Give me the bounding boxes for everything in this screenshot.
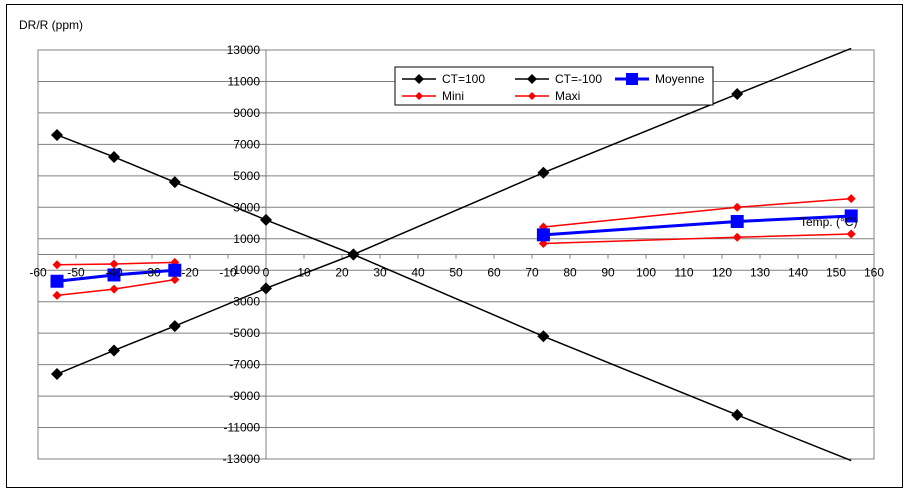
data-point	[536, 228, 550, 242]
x-tick-label: 140	[788, 266, 808, 280]
x-tick-label: 130	[750, 266, 770, 280]
legend-box	[394, 66, 714, 106]
legend-label: CT=100	[442, 72, 485, 86]
x-tick-label: 150	[826, 266, 846, 280]
x-tick-label: 120	[712, 266, 732, 280]
data-point	[731, 408, 744, 421]
y-tick-label: -1000	[229, 263, 260, 277]
data-point	[260, 282, 272, 295]
data-point	[51, 368, 63, 381]
series-line	[56, 47, 852, 375]
y-tick-label: -9000	[229, 389, 260, 403]
x-tick-label: 10	[297, 266, 311, 280]
x-tick-label: -50	[67, 266, 85, 280]
x-tick-label: 40	[411, 266, 425, 280]
legend-marker	[414, 74, 424, 84]
x-tick-label: 50	[449, 266, 463, 280]
data-point	[168, 263, 182, 277]
x-tick-label: -30	[143, 266, 161, 280]
y-tick-label: 7000	[233, 137, 260, 151]
legend-label: Mini	[442, 89, 464, 103]
y-tick-label: 1000	[233, 232, 260, 246]
data-point	[732, 202, 742, 212]
legend-item: CT=100	[402, 72, 485, 86]
x-tick-label: 80	[563, 266, 577, 280]
x-tick-label: 160	[864, 266, 884, 280]
data-point	[168, 320, 181, 333]
x-tick-label: 60	[487, 266, 501, 280]
data-point	[846, 194, 856, 204]
series-line	[56, 134, 852, 462]
data-point	[52, 260, 62, 270]
legend-item: CT=-100	[515, 72, 602, 86]
y-tick-label: -3000	[229, 295, 260, 309]
data-point	[107, 268, 121, 282]
data-point	[846, 229, 856, 239]
data-point	[347, 248, 360, 261]
x-axis-label: Temp. (°C)	[800, 215, 857, 229]
data-point	[170, 275, 180, 285]
y-tick-label: 9000	[233, 106, 260, 120]
y-tick-label: -13000	[223, 452, 261, 466]
data-point	[109, 259, 119, 269]
series-mini	[52, 229, 856, 300]
x-tick-label: -60	[29, 266, 47, 280]
x-tick-label: -40	[105, 266, 123, 280]
data-point	[52, 290, 62, 300]
data-point	[844, 209, 858, 223]
series-maxi	[52, 194, 856, 270]
data-point	[537, 330, 550, 343]
chart-frame: -60 -50 -40 -30 -20 -10 0 10 20 30 40 50 60 70 80 90 100…	[6, 4, 903, 488]
data-point	[109, 284, 119, 294]
data-point	[730, 214, 744, 228]
series-layer	[50, 47, 858, 462]
y-tick-label: 11000	[228, 74, 261, 88]
data-point	[108, 150, 120, 163]
x-tick-label: -10	[219, 266, 237, 280]
y-tick-label: 5000	[233, 169, 260, 183]
x-tick-label: -20	[181, 266, 199, 280]
legend-label: CT=-100	[555, 72, 602, 86]
x-tick-label: 30	[373, 266, 387, 280]
x-tick-label: 100	[636, 266, 656, 280]
legend-label: Maxi	[555, 89, 580, 103]
legend-item: Mini	[402, 89, 464, 103]
y-tick-label: -7000	[229, 358, 260, 372]
y-tick-label: -11000	[224, 421, 261, 435]
series-moyenne	[50, 209, 858, 288]
y-axis-label: DR/R (ppm)	[19, 18, 83, 32]
data-point	[51, 128, 63, 141]
x-tick-label: 110	[674, 266, 693, 280]
legend-item: Moyenne	[615, 72, 705, 86]
x-tick-label: 90	[601, 266, 615, 280]
data-point	[50, 274, 64, 288]
data-point	[108, 344, 120, 357]
tick-labels: -60 -50 -40 -30 -20 -10 0 10 20 30 40 50 60 70 80 90 100…	[29, 43, 884, 466]
legend-marker	[527, 74, 537, 84]
axes	[37, 49, 875, 460]
legend-item: Maxi	[515, 89, 580, 103]
data-point	[260, 213, 272, 226]
chart-svg: -60 -50 -40 -30 -20 -10 0 10 20 30 40 50 60 70 80 90 100…	[19, 18, 884, 466]
x-tick-label: 70	[525, 266, 539, 280]
data-point	[168, 176, 181, 189]
y-tick-label: 13000	[227, 43, 261, 57]
data-point	[731, 88, 744, 101]
x-tick-label: 0	[263, 266, 270, 280]
data-point	[732, 232, 742, 242]
legend-marker	[626, 73, 638, 85]
legend-label: Moyenne	[655, 72, 705, 86]
legend-marker	[415, 92, 423, 100]
legend: CT=100 CT=-100 Moyenne Mini Maxi	[394, 66, 714, 106]
legend-marker	[528, 92, 536, 100]
series-ct-100	[51, 128, 852, 462]
y-tick-label: -5000	[229, 326, 260, 340]
data-point	[537, 166, 550, 179]
x-tick-label: 20	[335, 266, 349, 280]
y-tick-label: 3000	[233, 200, 260, 214]
